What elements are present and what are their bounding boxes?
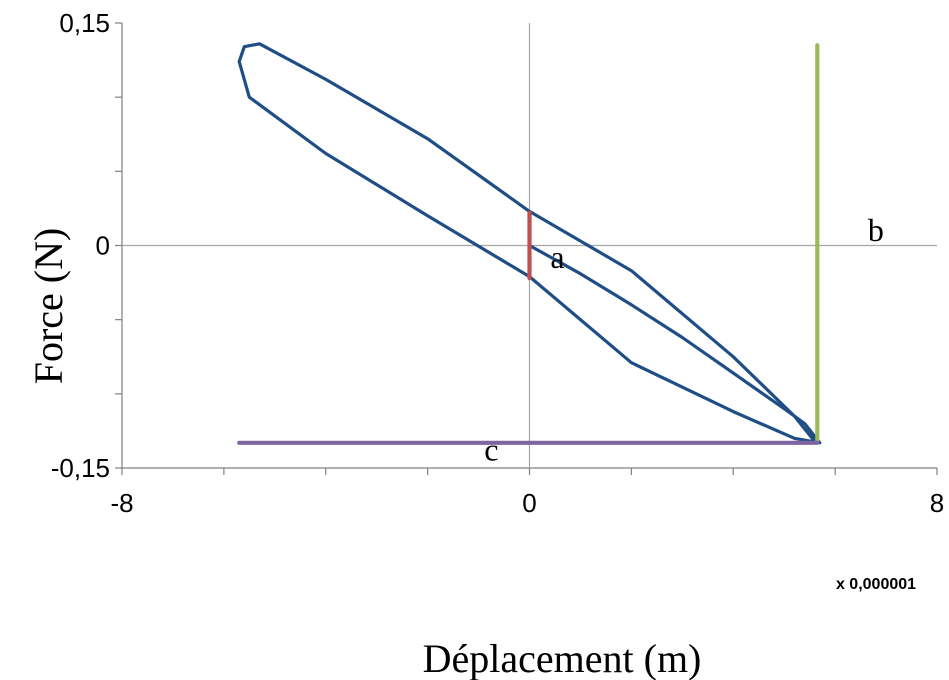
axis-ticks: -8 0 8 0,15 0 -0,15 xyxy=(51,8,945,518)
y-tick-label: 0,15 xyxy=(59,8,110,38)
annotations: a b c xyxy=(484,212,884,468)
x-tick-label: -8 xyxy=(110,488,133,518)
y-tick-label: 0 xyxy=(96,231,110,261)
annotation-a: a xyxy=(550,239,564,275)
y-axis-title: Force (N) xyxy=(26,228,71,385)
hysteresis-loop-series xyxy=(237,42,822,445)
series-group xyxy=(237,42,822,445)
x-tick-label: 0 xyxy=(522,488,536,518)
y-tick-label: -0,15 xyxy=(51,453,110,483)
x-multiplier-label: x 0,000001 xyxy=(836,576,916,593)
annotation-c: c xyxy=(484,432,498,468)
x-tick-label: 8 xyxy=(930,488,944,518)
annotation-b: b xyxy=(868,212,884,248)
x-axis-title: Déplacement (m) xyxy=(423,636,702,680)
